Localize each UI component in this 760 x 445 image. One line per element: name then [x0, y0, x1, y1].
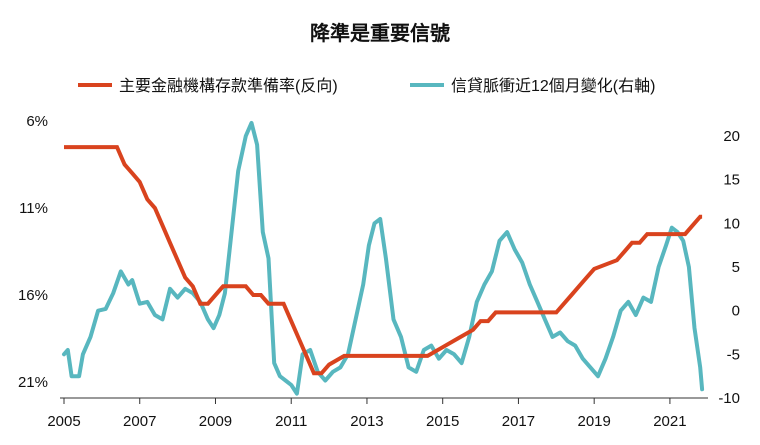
- right-tick-label: 15: [723, 172, 740, 189]
- series-line-reserve-ratio: [64, 145, 703, 376]
- right-tick-label: -10: [718, 390, 740, 407]
- left-tick-label: 21%: [18, 374, 48, 391]
- right-tick-label: 5: [732, 259, 740, 276]
- x-tick-label: 2017: [502, 413, 535, 430]
- legend-label-reserve-ratio: 主要金融機構存款準備率(反向): [119, 77, 338, 95]
- series-line-credit-impulse: [62, 120, 705, 396]
- legend-label-credit-impulse: 信貸脈衝近12個月變化(右軸): [451, 77, 655, 95]
- x-tick-label: 2009: [199, 413, 232, 430]
- x-axis: 2005 2007 2009 2011 2013 2015 2017 2019 2021: [47, 397, 708, 430]
- left-tick-label: 16%: [18, 287, 48, 304]
- right-tick-label: 10: [723, 215, 740, 232]
- x-tick-label: 2019: [577, 413, 610, 430]
- right-tick-label: 0: [732, 303, 740, 320]
- x-tick-label: 2013: [350, 413, 383, 430]
- chart-title: 降準是重要信號: [310, 21, 450, 45]
- x-tick-label: 2021: [653, 413, 686, 430]
- x-tick-label: 2015: [426, 413, 459, 430]
- right-axis: 20 15 10 5 0 -5 -10: [718, 128, 740, 407]
- left-tick-label: 6%: [26, 113, 48, 130]
- right-tick-label: 20: [723, 128, 740, 145]
- right-tick-label: -5: [727, 346, 740, 363]
- legend: 主要金融機構存款準備率(反向) 信貸脈衝近12個月變化(右軸): [78, 77, 655, 95]
- x-tick-label: 2007: [123, 413, 156, 430]
- x-tick-label: 2005: [47, 413, 80, 430]
- left-axis: 6% 11% 16% 21%: [18, 113, 48, 391]
- left-tick-label: 11%: [19, 200, 48, 217]
- x-tick-label: 2011: [275, 413, 307, 430]
